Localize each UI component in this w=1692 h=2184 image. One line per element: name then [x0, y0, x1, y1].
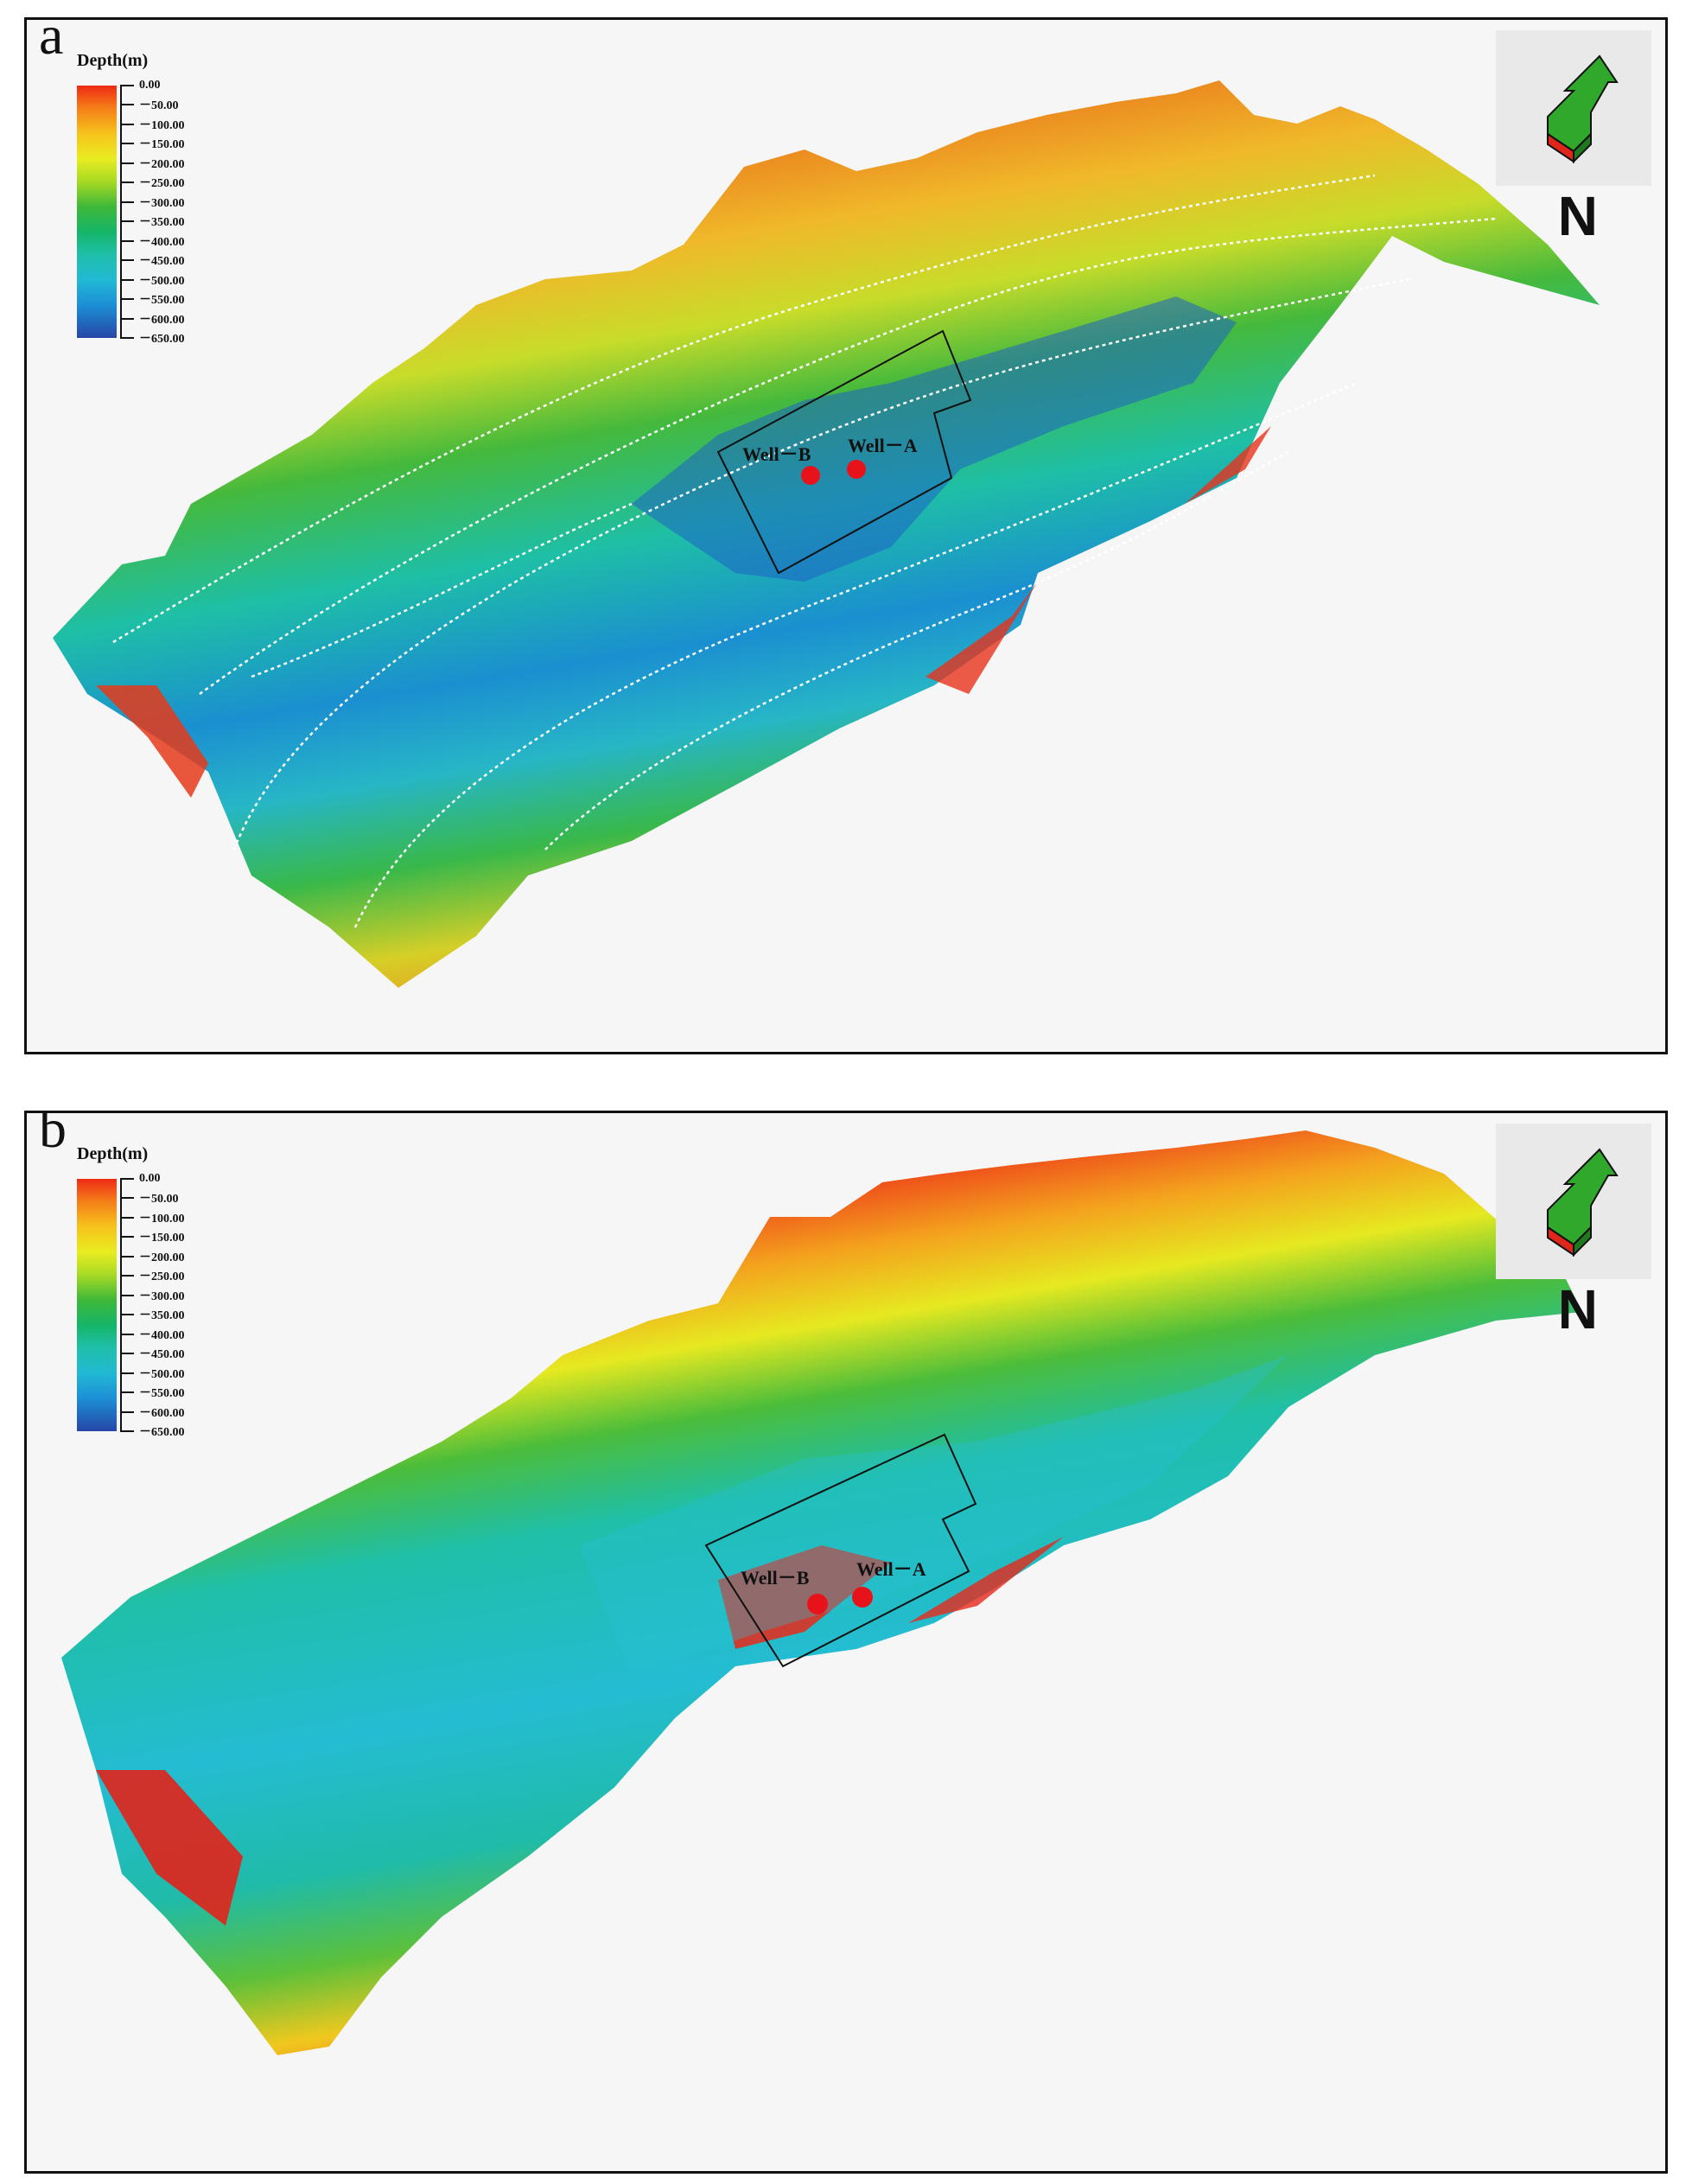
deep-basin-a: [632, 296, 1237, 582]
red-fringe-a1: [96, 685, 208, 798]
legend-title-a: Depth(m): [77, 51, 149, 70]
contour-lines-a: [112, 174, 1497, 928]
red-fringe-a3: [1185, 426, 1271, 504]
legend-tick-mark: [120, 1236, 134, 1238]
legend-axis-a: [120, 86, 122, 338]
well-b-label-a: Well－B: [742, 443, 811, 465]
legend-tick-label: －150.00: [139, 1232, 185, 1245]
well-a-marker-b: [852, 1587, 873, 1608]
legend-tick-label: －350.00: [139, 216, 185, 230]
legend-tick-label: －550.00: [139, 1387, 185, 1401]
legend-tick-label: －400.00: [139, 1328, 185, 1342]
north-label-a: N: [1557, 185, 1598, 247]
legend-tick-mark: [120, 1178, 134, 1180]
well-b-marker-b: [807, 1594, 828, 1614]
legend-tick-label: －150.00: [139, 138, 185, 152]
legend-tick-mark: [120, 278, 134, 281]
depth-color-scale-a: [77, 86, 117, 338]
well-a-marker-a: [847, 460, 866, 479]
legend-tick-label: －200.00: [139, 1251, 185, 1264]
legend-tick-label: －250.00: [139, 177, 185, 191]
legend-tick-mark: [120, 143, 134, 145]
legend-tick-mark: [120, 104, 134, 106]
legend-tick-mark: [120, 1294, 134, 1296]
legend-tick-label: －50.00: [139, 1193, 179, 1207]
legend-tick-label: －300.00: [139, 1289, 185, 1303]
well-a-label-a: Well－A: [848, 435, 918, 456]
well-a-label-b: Well－A: [856, 1558, 926, 1580]
legend-tick-mark: [120, 1275, 134, 1277]
legend-tick-mark: [120, 181, 134, 184]
red-fringe-b1: [96, 1770, 243, 1926]
basin-highlight-b: [580, 1355, 1288, 1675]
legend-tick-label: －500.00: [139, 274, 185, 288]
legend-tick-label: －550.00: [139, 294, 185, 308]
red-fringe-a2: [926, 582, 1038, 694]
panel-letter-b: b: [39, 1111, 67, 1159]
legend-tick-mark: [120, 1314, 134, 1316]
map-panel-a: Well－B Well－A a Depth(m) 0.00 －50.00 －100.…: [24, 17, 1668, 1054]
legend-tick-mark: [120, 1372, 134, 1374]
depth-surface-a: Well－B Well－A: [53, 80, 1600, 988]
legend-tick-mark: [120, 1353, 134, 1355]
legend-tick-mark: [120, 259, 134, 262]
depth-color-scale-b: [77, 1179, 117, 1431]
legend-tick-label: －500.00: [139, 1367, 185, 1381]
panel-letter-a: a: [39, 17, 64, 66]
legend-tick-mark: [120, 317, 134, 320]
legend-title-b: Depth(m): [77, 1144, 149, 1163]
legend-tick-mark: [120, 162, 134, 164]
legend-tick-label: 0.00: [139, 79, 161, 92]
legend-tick-label: 0.00: [139, 1172, 161, 1185]
legend-tick-mark: [120, 1197, 134, 1200]
north-arrow-icon-a: [1547, 54, 1619, 164]
legend-tick-label: －650.00: [139, 333, 185, 346]
legend-tick-label: －50.00: [139, 99, 179, 113]
legend-tick-mark: [120, 1333, 134, 1335]
legend-tick-mark: [120, 123, 134, 125]
red-fringe-b2: [718, 1545, 891, 1649]
legend-tick-mark: [120, 1216, 134, 1219]
study-area-box-a: [716, 329, 972, 575]
legend-tick-mark: [120, 239, 134, 242]
legend-tick-mark: [120, 201, 134, 203]
study-area-box-b: [704, 1433, 977, 1668]
legend-tick-label: －200.00: [139, 157, 185, 171]
legend-tick-label: －400.00: [139, 235, 185, 249]
red-fringe-b3: [908, 1537, 1064, 1623]
legend-tick-label: －350.00: [139, 1309, 185, 1323]
north-arrow-icon-b: [1547, 1148, 1619, 1258]
legend-tick-mark: [120, 298, 134, 301]
well-b-marker-a: [801, 466, 820, 485]
legend-tick-label: －650.00: [139, 1426, 185, 1439]
legend-tick-mark: [120, 337, 134, 339]
well-b-label-b: Well－B: [741, 1567, 810, 1589]
legend-tick-mark: [120, 85, 134, 86]
legend-tick-mark: [120, 1391, 134, 1394]
depth-surface-b: Well－B Well－A: [61, 1130, 1582, 2055]
legend-tick-label: －450.00: [139, 255, 185, 269]
legend-tick-label: －300.00: [139, 196, 185, 210]
legend-tick-label: －100.00: [139, 1212, 185, 1226]
legend-tick-label: －250.00: [139, 1270, 185, 1284]
legend-tick-mark: [120, 1255, 134, 1258]
legend-tick-label: －450.00: [139, 1348, 185, 1362]
map-panel-b: Well－B Well－A b Depth(m) 0.00 －50.00 －100.…: [24, 1111, 1668, 2174]
legend-tick-mark: [120, 220, 134, 223]
legend-tick-label: －600.00: [139, 313, 185, 327]
legend-axis-b: [120, 1179, 122, 1431]
legend-tick-label: －100.00: [139, 118, 185, 132]
legend-tick-mark: [120, 1410, 134, 1413]
north-label-b: N: [1557, 1278, 1598, 1340]
legend-tick-mark: [120, 1430, 134, 1432]
legend-tick-label: －600.00: [139, 1406, 185, 1420]
